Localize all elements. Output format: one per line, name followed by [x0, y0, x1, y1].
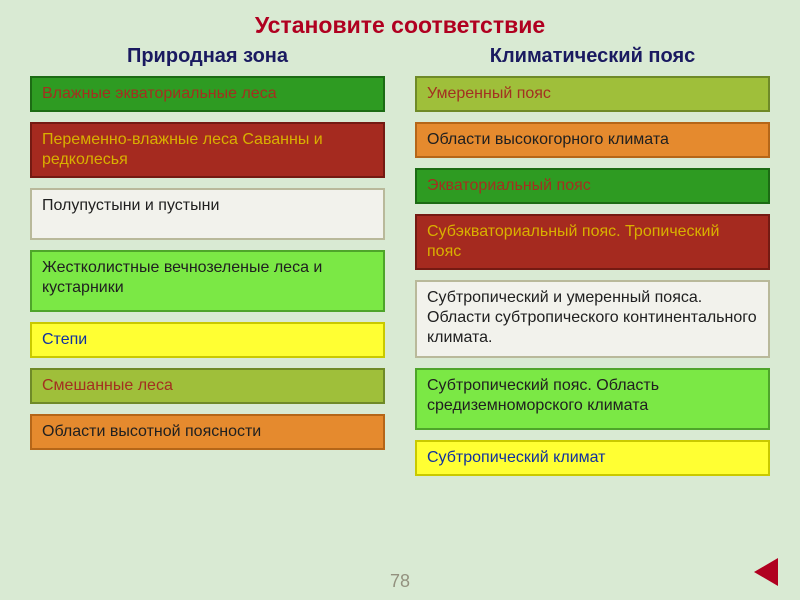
box-label: Переменно-влажные леса Саванны и редколе…: [42, 130, 373, 170]
box-label: Жестколистные вечнозеленые леса и кустар…: [42, 258, 373, 298]
box-label: Влажные экваториальные леса: [42, 84, 277, 104]
back-arrow-icon[interactable]: [754, 558, 778, 586]
box-label: Экваториальный пояс: [427, 176, 591, 196]
page-number: 78: [390, 571, 410, 592]
page-title: Установите соответствие: [30, 12, 770, 39]
right-box-4[interactable]: Субтропический и умеренный пояса. Област…: [415, 280, 770, 358]
right-box-5[interactable]: Субтропический пояс. Область средиземном…: [415, 368, 770, 430]
right-box-3[interactable]: Субэкваториальный пояс. Тропический пояс: [415, 214, 770, 270]
box-label: Области высотной поясности: [42, 422, 261, 442]
right-box-1[interactable]: Области высокогорного климата: [415, 122, 770, 158]
box-label: Умеренный пояс: [427, 84, 551, 104]
left-box-4[interactable]: Степи: [30, 322, 385, 358]
box-label: Полупустыни и пустыни: [42, 196, 219, 216]
left-box-3[interactable]: Жестколистные вечнозеленые леса и кустар…: [30, 250, 385, 312]
right-column: Климатический пояс Умеренный пояс Област…: [415, 45, 770, 486]
box-label: Субэкваториальный пояс. Тропический пояс: [427, 222, 758, 262]
slide-page: Установите соответствие Природная зона В…: [0, 0, 800, 600]
box-label: Субтропический пояс. Область средиземном…: [427, 376, 758, 416]
right-box-0[interactable]: Умеренный пояс: [415, 76, 770, 112]
left-col-header: Природная зона: [30, 45, 385, 68]
left-box-1[interactable]: Переменно-влажные леса Саванны и редколе…: [30, 122, 385, 178]
columns-container: Природная зона Влажные экваториальные ле…: [30, 45, 770, 486]
left-box-2[interactable]: Полупустыни и пустыни: [30, 188, 385, 240]
left-box-0[interactable]: Влажные экваториальные леса: [30, 76, 385, 112]
right-box-2[interactable]: Экваториальный пояс: [415, 168, 770, 204]
box-label: Области высокогорного климата: [427, 130, 669, 150]
left-box-5[interactable]: Смешанные леса: [30, 368, 385, 404]
left-box-6[interactable]: Области высотной поясности: [30, 414, 385, 450]
box-label: Субтропический климат: [427, 448, 606, 468]
box-label: Степи: [42, 330, 87, 350]
left-column: Природная зона Влажные экваториальные ле…: [30, 45, 385, 486]
box-label: Смешанные леса: [42, 376, 173, 396]
right-col-header: Климатический пояс: [415, 45, 770, 68]
right-box-6[interactable]: Субтропический климат: [415, 440, 770, 476]
box-label: Субтропический и умеренный пояса. Област…: [427, 288, 758, 348]
